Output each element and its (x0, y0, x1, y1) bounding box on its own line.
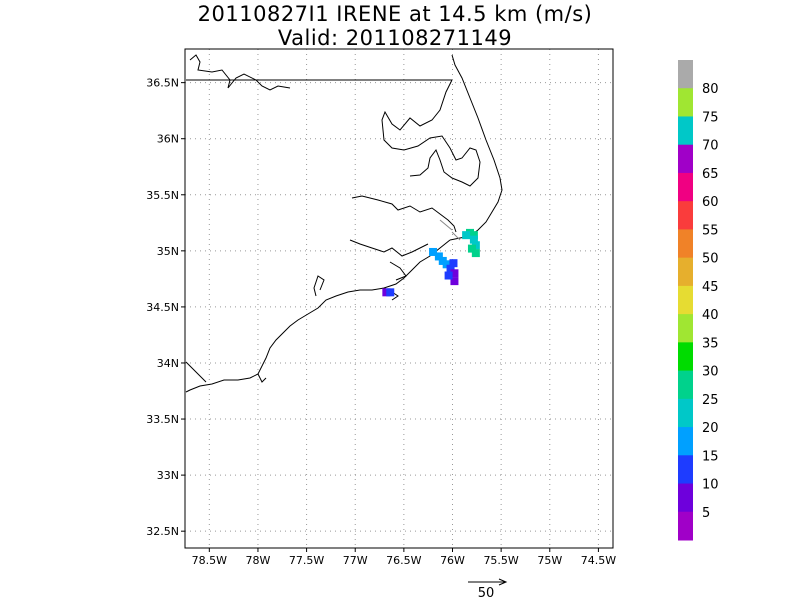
colorbar-swatch (678, 285, 693, 315)
wind-cell (444, 271, 453, 280)
y-tick-label: 35.5N (146, 189, 179, 202)
colorbar-swatch (678, 60, 693, 89)
x-tick-label: 77W (343, 554, 368, 567)
wind-cell (469, 235, 478, 244)
albemarle-shore (381, 79, 481, 187)
colorbar-label: 45 (702, 280, 719, 295)
wind-cell (469, 231, 478, 240)
colorbar-label: 5 (702, 506, 710, 521)
wind-cell (450, 269, 459, 278)
colorbar-label: 10 (702, 478, 719, 493)
map-title: 20110827I1 IRENE at 14.5 km (m/s) Valid:… (0, 2, 800, 50)
southern-coast (185, 239, 451, 393)
y-tick-label: 36N (157, 133, 179, 146)
colorbar-swatch (678, 483, 693, 513)
colorbar-label: 55 (702, 223, 719, 238)
colorbar-swatch (678, 427, 693, 456)
wind-cell (467, 244, 476, 253)
colorbar-swatch (678, 342, 693, 372)
x-tick-label: 77.5W (289, 554, 324, 567)
x-tick-label: 74.5W (581, 554, 616, 567)
wind-cell (449, 259, 458, 268)
colorbar-label: 50 (702, 252, 719, 267)
colorbar-swatch (678, 172, 693, 202)
colorbar-swatch (678, 116, 693, 146)
y-tick-label: 32.5N (146, 525, 179, 538)
wind-cell (446, 264, 455, 273)
colorbar-label: 20 (702, 421, 719, 436)
y-tick-label: 34.5N (146, 301, 179, 314)
title-line-2: Valid: 201108271149 (277, 26, 513, 50)
colorbar-swatch (678, 229, 693, 259)
wind-vector (439, 219, 453, 231)
wind-cell (462, 231, 471, 240)
colorbar-label: 70 (702, 139, 719, 154)
virginia-coast (189, 54, 291, 91)
colorbar-label: 65 (702, 167, 719, 182)
x-axis-ticks: 78.5W 78W 77.5W 77W 76.5W 76W 75.5W 75W 74.5W (192, 548, 616, 567)
colorbar-label: 30 (702, 365, 719, 380)
x-tick-label: 78W (246, 554, 271, 567)
reference-vector-label: 50 (478, 586, 495, 600)
title-line-1: 20110827I1 IRENE at 14.5 km (m/s) (197, 2, 593, 26)
pamlico-river (349, 239, 429, 257)
outer-banks (449, 54, 503, 241)
x-tick-label: 75W (537, 554, 562, 567)
wind-cells (382, 228, 480, 297)
cape-fear (257, 373, 267, 383)
wilmington-coast (185, 361, 207, 383)
colorbar-label: 35 (702, 336, 719, 351)
y-axis-ticks: 36.5N 36N 35.5N 35N 34.5N 34N 33.5N 33N 32.5N (146, 77, 185, 538)
pamlico-shore (351, 195, 457, 233)
reference-vector: 50 (468, 578, 508, 600)
y-tick-label: 35N (157, 245, 179, 258)
colorbar-swatch (678, 257, 693, 287)
colorbar-swatch (678, 398, 693, 428)
colorbar-swatch (678, 88, 693, 117)
reference-arrowhead (498, 578, 508, 586)
wind-cell (450, 277, 459, 286)
neuse-river (389, 261, 407, 281)
y-tick-label: 34N (157, 357, 179, 370)
colorbar-swatch (678, 511, 693, 541)
lat-lon-grid (185, 49, 613, 548)
wind-cell (434, 252, 443, 261)
x-tick-label: 75.5W (483, 554, 518, 567)
colorbar-label: 75 (702, 110, 719, 125)
map-frame (184, 48, 614, 549)
wind-vectors (439, 219, 461, 241)
wind-cell (471, 249, 480, 258)
coastline (185, 54, 503, 393)
colorbar-swatch (678, 201, 693, 230)
colorbar-swatch (678, 314, 693, 343)
colorbar-swatch (678, 370, 693, 400)
colorbar-label: 25 (702, 393, 719, 408)
y-tick-label: 33.5N (146, 413, 179, 426)
wind-cell (442, 260, 451, 269)
colorbar-swatch (678, 455, 693, 485)
colorbar-label: 15 (702, 449, 719, 464)
wind-vector (451, 231, 461, 241)
x-tick-label: 78.5W (192, 554, 227, 567)
x-tick-label: 76W (440, 554, 465, 567)
y-tick-label: 33N (157, 469, 179, 482)
wind-cell (429, 247, 438, 256)
y-tick-label: 36.5N (146, 77, 179, 90)
colorbar-label: 40 (702, 308, 719, 323)
colorbar-swatch (678, 144, 693, 174)
new-river (313, 275, 325, 297)
colorbar-label: 60 (702, 195, 719, 210)
colorbar: 5 10 15 20 25 30 35 40 45 50 55 60 65 70 75 80 (678, 60, 719, 541)
x-tick-label: 76.5W (386, 554, 421, 567)
wind-cell (386, 288, 395, 297)
colorbar-label: 80 (702, 82, 719, 97)
